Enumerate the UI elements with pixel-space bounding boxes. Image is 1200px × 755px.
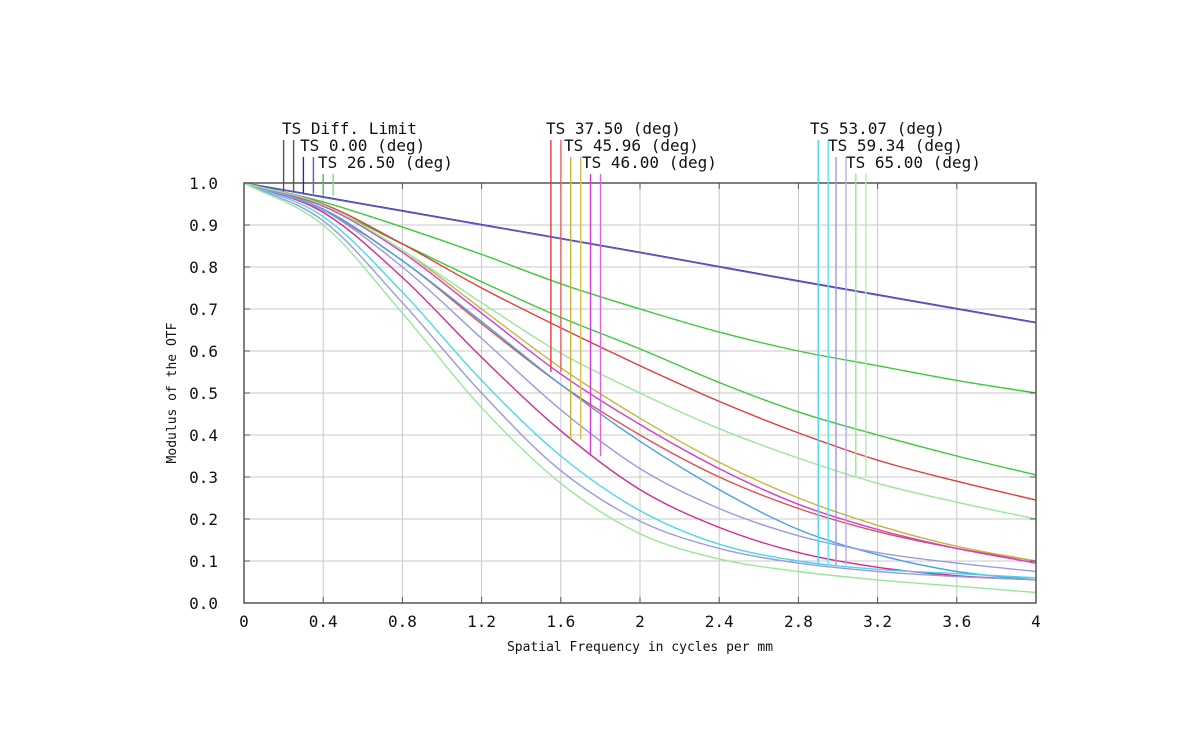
y-tick-label: 0.6 <box>189 342 218 361</box>
legend-label: TS 37.50 (deg) <box>546 119 681 138</box>
y-tick-label: 0.3 <box>189 468 218 487</box>
legend-label: TS 26.50 (deg) <box>318 153 453 172</box>
x-tick-label: 0.4 <box>309 612 338 631</box>
y-tick-label: 0.1 <box>189 552 218 571</box>
series-line-ts-46-00-deg-t <box>243 182 1037 564</box>
series-line-ts-65-00-deg-t <box>243 182 1037 520</box>
x-tick-label: 2.8 <box>784 612 813 631</box>
series-line-ts-26-50-deg-t <box>243 182 1037 394</box>
x-tick-label: 1.6 <box>546 612 575 631</box>
y-tick-label: 0.9 <box>189 216 218 235</box>
series-line-ts-0-00-deg-s <box>243 182 1037 324</box>
y-tick-label: 0.7 <box>189 300 218 319</box>
series-line-ts-53-07-deg-t <box>243 182 1037 581</box>
legend-label: TS Diff. Limit <box>282 119 417 138</box>
series-layer <box>243 182 1037 594</box>
y-tick-label: 0.5 <box>189 384 218 403</box>
y-tick-label: 1.0 <box>189 174 218 193</box>
legend-label: TS 45.96 (deg) <box>564 136 699 155</box>
series-line-ts-26-50-deg-s <box>243 182 1037 476</box>
legend-label: TS 59.34 (deg) <box>828 136 963 155</box>
x-tick-label: 3.2 <box>863 612 892 631</box>
series-line-ts-65-00-deg-s <box>243 182 1037 594</box>
y-tick-label: 0.2 <box>189 510 218 529</box>
y-tick-label: 0.8 <box>189 258 218 277</box>
x-axis-title: Spatial Frequency in cycles per mm <box>507 640 773 655</box>
x-tick-label: 0 <box>239 612 249 631</box>
series-line-ts-46-00-deg-s <box>243 182 1037 581</box>
series-line-ts-59-34-deg-t <box>243 182 1037 573</box>
y-tick-label: 0.4 <box>189 426 218 445</box>
legend-label: TS 0.00 (deg) <box>300 136 425 155</box>
x-tick-label: 2.4 <box>705 612 734 631</box>
x-tick-label: 3.6 <box>942 612 971 631</box>
tick-labels: 0 0.4 0.8 1.2 1.6 2 2.4 2.8 3.2 3.6 4 0.0 0.1 0.2 0.3 0… <box>189 174 1041 631</box>
legend-label: TS 65.00 (deg) <box>846 153 981 172</box>
x-tick-label: 0.8 <box>388 612 417 631</box>
x-tick-label: 1.2 <box>467 612 496 631</box>
series-line-ts-59-34-deg-s <box>243 182 1037 581</box>
legend-label: TS 46.00 (deg) <box>582 153 717 172</box>
x-tick-label: 4 <box>1031 612 1041 631</box>
y-axis-title: Modulus of the OTF <box>165 322 180 463</box>
series-line-ts-37-50-deg-t <box>243 182 1037 501</box>
x-tick-label: 2 <box>635 612 645 631</box>
y-tick-label: 0.0 <box>189 594 218 613</box>
legend-label: TS 53.07 (deg) <box>810 119 945 138</box>
series-line-ts-53-07-deg-s <box>243 182 1037 579</box>
